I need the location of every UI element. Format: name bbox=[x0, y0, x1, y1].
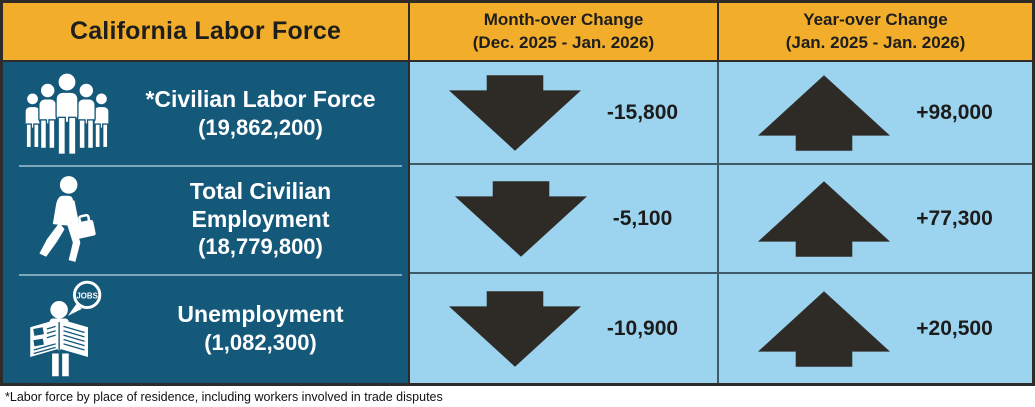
page-title: California Labor Force bbox=[69, 17, 342, 45]
month-change-value: -10,900 bbox=[606, 316, 679, 340]
unemployment-month-change-cell: -10,900 bbox=[410, 274, 719, 383]
row-civilian-labor-force-label: *Civilian Labor Force (19,862,200) bbox=[3, 62, 410, 165]
month-over-label: Month-over Change bbox=[483, 9, 644, 29]
reader-head bbox=[50, 300, 68, 318]
briefcase bbox=[71, 213, 96, 239]
row-total-employment-label: Total Civilian Employment (18,779,800) bbox=[3, 165, 410, 274]
up-arrow-icon bbox=[758, 290, 891, 367]
row-label-block: Total Civilian Employment (18,779,800) bbox=[131, 178, 408, 261]
jobs-bubble-text: JOBS bbox=[76, 291, 97, 300]
year-change-value: +77,300 bbox=[916, 206, 993, 230]
row-unemployment-label: JOBS bbox=[3, 274, 410, 383]
down-arrow-icon bbox=[454, 180, 587, 257]
person-mid-left bbox=[38, 81, 58, 149]
reader-leg bbox=[52, 353, 59, 376]
reader-leg bbox=[62, 353, 69, 376]
year-over-header-cell: Year-over Change (Jan. 2025 - Jan. 2026) bbox=[719, 3, 1032, 62]
up-arrow-icon bbox=[758, 180, 891, 257]
jobs-speech-bubble: JOBS bbox=[67, 280, 102, 316]
person-far-right bbox=[93, 91, 110, 148]
year-over-range: (Jan. 2025 - Jan. 2026) bbox=[785, 32, 966, 52]
person-far-left bbox=[24, 91, 41, 148]
front-leg bbox=[39, 222, 65, 257]
row-label: Unemployment bbox=[177, 300, 344, 327]
year-change-value: +20,500 bbox=[916, 316, 993, 340]
civilian-month-change-cell: -15,800 bbox=[410, 62, 719, 165]
year-over-header: Year-over Change (Jan. 2025 - Jan. 2026) bbox=[786, 9, 966, 55]
month-over-header: Month-over Change (Dec. 2025 - Jan. 2026… bbox=[473, 9, 654, 55]
down-arrow-icon bbox=[448, 74, 581, 151]
footnote: *Labor force by place of residence, incl… bbox=[5, 390, 443, 404]
employment-month-change-cell: -5,100 bbox=[410, 165, 719, 274]
row-level: (18,779,800) bbox=[198, 234, 323, 260]
month-over-range: (Dec. 2025 - Jan. 2026) bbox=[472, 32, 655, 52]
row-label: Total Civilian Employment bbox=[189, 178, 332, 232]
year-change-value: +98,000 bbox=[916, 100, 993, 124]
row-label-block: Unemployment (1,082,300) bbox=[131, 301, 408, 356]
up-arrow-icon bbox=[758, 74, 891, 151]
row-level: (1,082,300) bbox=[204, 329, 317, 355]
person-center bbox=[55, 71, 79, 155]
row-label: *Civilian Labor Force bbox=[145, 85, 376, 112]
labor-force-table: California Labor Force Month-over Change… bbox=[0, 0, 1035, 386]
open-newspaper bbox=[30, 318, 88, 357]
employment-year-change-cell: +77,300 bbox=[719, 165, 1032, 274]
people-group-icon bbox=[3, 71, 131, 156]
month-over-header-cell: Month-over Change (Dec. 2025 - Jan. 2026… bbox=[410, 3, 719, 62]
walking-worker-icon bbox=[3, 174, 131, 266]
unemployment-year-change-cell: +20,500 bbox=[719, 274, 1032, 383]
year-over-label: Year-over Change bbox=[803, 9, 948, 29]
newspaper-jobs-icon: JOBS bbox=[3, 280, 131, 378]
month-change-value: -15,800 bbox=[606, 100, 679, 124]
month-change-value: -5,100 bbox=[612, 206, 673, 230]
row-level: (19,862,200) bbox=[198, 114, 323, 140]
down-arrow-icon bbox=[448, 290, 581, 367]
table-title-cell: California Labor Force bbox=[3, 3, 410, 62]
civilian-year-change-cell: +98,000 bbox=[719, 62, 1032, 165]
person-mid-right bbox=[76, 81, 96, 149]
row-label-block: *Civilian Labor Force (19,862,200) bbox=[131, 86, 408, 141]
